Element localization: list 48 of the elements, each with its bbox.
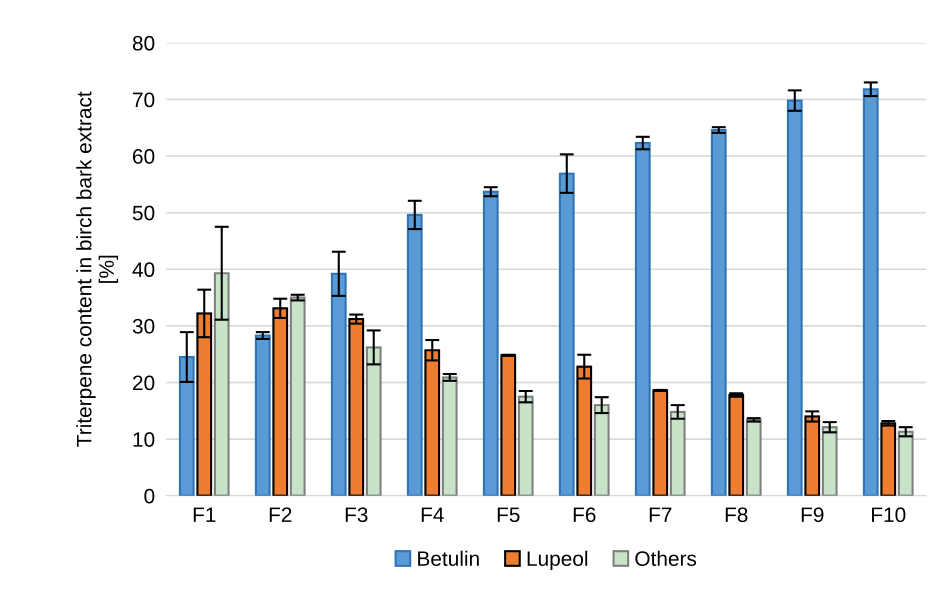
bar bbox=[634, 142, 651, 496]
bar bbox=[746, 418, 762, 496]
bar bbox=[652, 389, 668, 496]
y-tick-label: 80 bbox=[132, 36, 154, 51]
bar bbox=[804, 415, 820, 496]
bar bbox=[290, 296, 306, 496]
bar bbox=[710, 128, 727, 496]
x-tick-label: F6 bbox=[574, 507, 596, 522]
x-tick-label: F9 bbox=[802, 507, 824, 522]
bar bbox=[822, 426, 838, 496]
bar bbox=[406, 214, 423, 496]
x-tick-label: F10 bbox=[872, 507, 906, 522]
bar bbox=[348, 318, 364, 496]
x-tick-label: F5 bbox=[498, 508, 520, 522]
bar bbox=[254, 334, 271, 496]
bar bbox=[178, 356, 195, 496]
x-tick-label: F2 bbox=[270, 507, 292, 522]
y-tick-label: 30 bbox=[132, 318, 154, 334]
x-tick-label: F3 bbox=[346, 507, 368, 522]
y-tick-label: 40 bbox=[132, 262, 154, 278]
bar bbox=[786, 100, 803, 496]
y-tick-label: 50 bbox=[132, 206, 154, 220]
legend-label: Others bbox=[635, 550, 696, 566]
bar bbox=[500, 354, 516, 496]
y-tick-label: 0 bbox=[144, 488, 154, 504]
legend-label: Betulin bbox=[418, 550, 479, 566]
y-tick-label: 10 bbox=[134, 432, 154, 447]
x-tick-label: F4 bbox=[422, 508, 444, 522]
bar bbox=[670, 410, 686, 496]
bar bbox=[366, 346, 382, 496]
bar bbox=[898, 430, 914, 496]
bar bbox=[880, 422, 896, 496]
y-tick-label: 20 bbox=[133, 376, 154, 390]
x-tick-label: F8 bbox=[726, 507, 748, 522]
bar bbox=[482, 190, 499, 496]
x-tick-label: F7 bbox=[650, 508, 672, 522]
y-axis-title: Triterpene content in birch bark extract [%] bbox=[76, 91, 118, 447]
bar bbox=[518, 396, 534, 496]
bar bbox=[594, 404, 610, 496]
bar bbox=[728, 394, 744, 496]
x-tick-label: F1 bbox=[194, 508, 216, 522]
bar bbox=[214, 272, 230, 496]
bar bbox=[558, 172, 575, 496]
bar bbox=[442, 376, 458, 496]
y-tick-label: 60 bbox=[133, 149, 154, 164]
y-tick-label: 70 bbox=[133, 92, 154, 108]
legend-label: Lupeol bbox=[528, 550, 588, 570]
bar bbox=[330, 272, 347, 496]
